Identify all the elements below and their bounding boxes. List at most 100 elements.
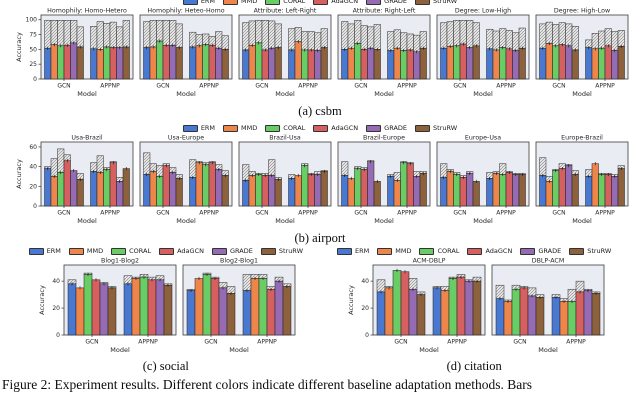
- strurw-gcn-bar: [76, 179, 84, 207]
- strurw-gcn-bar: [535, 297, 544, 336]
- legend-item-mmd: MMD: [68, 248, 103, 255]
- coral-swatch: [265, 125, 281, 132]
- strurw-appnp-bar: [591, 293, 600, 336]
- adagcn-appnp-bar: [109, 162, 117, 207]
- coral-gcn-hatched-bar: [551, 24, 559, 47]
- svg-text:GCN: GCN: [453, 83, 466, 90]
- coral-appnp-bar: [597, 47, 605, 80]
- erm-appnp-hatched-bar: [188, 31, 196, 48]
- svg-text:GCN: GCN: [86, 339, 99, 346]
- coral-gcn-bar: [452, 174, 460, 207]
- coral-gcn-hatched-bar: [452, 20, 460, 47]
- strurw-gcn-hatched-bar: [274, 23, 282, 48]
- svg-text:Model: Model: [275, 217, 295, 225]
- mmd-appnp-bar: [492, 49, 500, 80]
- grade-gcn-bar: [69, 170, 77, 207]
- svg-text:APPNP: APPNP: [595, 83, 615, 90]
- mmd-appnp-hatched-bar: [393, 29, 401, 49]
- erm-appnp-bar: [485, 48, 493, 80]
- strurw-gcn-bar: [472, 45, 480, 80]
- svg-text:0: 0: [33, 76, 37, 83]
- adagcn-appnp-bar: [406, 49, 414, 80]
- adagcn-appnp-hatched-bar: [307, 31, 315, 51]
- legend-label: StruRW: [433, 0, 458, 6]
- coral-gcn-bar: [84, 274, 93, 336]
- legend-label: CORAL: [437, 247, 460, 256]
- legend-item-adagcn: AdaGCN: [159, 248, 204, 255]
- adagcn-gcn-bar: [211, 278, 220, 336]
- grade-swatch: [211, 248, 227, 255]
- svg-text:APPNP: APPNP: [199, 83, 219, 90]
- adagcn-gcn-bar: [63, 44, 71, 80]
- strurw-appnp-bar: [221, 175, 229, 207]
- erm-gcn-bar: [241, 180, 249, 207]
- mmd-gcn-bar: [384, 287, 393, 336]
- strurw-appnp-bar: [419, 47, 427, 80]
- svg-text:Usa-Europe: Usa-Europe: [167, 135, 203, 142]
- erm-appnp-bar: [89, 171, 97, 207]
- coral-gcn-bar: [353, 168, 361, 207]
- erm-appnp-bar: [432, 287, 441, 336]
- caption-csbm: (a) csbm: [298, 104, 342, 118]
- erm-gcn-bar: [68, 283, 77, 336]
- legend-label: GRADE: [538, 247, 562, 256]
- adagcn-gcn-bar: [558, 44, 566, 80]
- mmd-gcn-hatched-bar: [248, 20, 256, 46]
- adagcn-swatch: [313, 125, 329, 132]
- adagcn-appnp-bar: [575, 291, 584, 336]
- svg-text:APPNP: APPNP: [595, 210, 615, 217]
- adagcn-gcn-hatched-bar: [63, 20, 71, 46]
- erm-swatch: [28, 248, 44, 255]
- coral-gcn-bar: [155, 176, 163, 207]
- adagcn-gcn-bar: [92, 279, 101, 336]
- adagcn-swatch: [313, 0, 329, 5]
- coral-gcn-hatched-bar: [56, 148, 64, 173]
- erm-gcn-hatched-bar: [439, 163, 447, 178]
- grade-gcn-bar: [465, 173, 473, 207]
- charts-airport: Usa-Brazil 0 20 40 60 Accuracy GCN APPNP Model Us…: [0, 133, 640, 228]
- mmd-gcn-hatched-bar: [347, 23, 355, 49]
- erm-gcn-bar: [43, 168, 51, 207]
- grade-gcn-hatched-bar: [366, 26, 374, 49]
- legend-item-adagcn: AdaGCN: [467, 248, 512, 255]
- svg-text:DBLP-ACM: DBLP-ACM: [531, 258, 564, 265]
- svg-text:Model: Model: [572, 217, 592, 225]
- legend-label: GRADE: [384, 0, 408, 6]
- svg-text:Accuracy: Accuracy: [15, 159, 23, 189]
- adagcn-appnp-bar: [406, 163, 414, 207]
- grade-gcn-bar: [69, 42, 77, 80]
- adagcn-gcn-bar: [63, 160, 71, 207]
- coral-gcn-hatched-bar: [56, 20, 64, 47]
- legend-label: StruRW: [278, 247, 303, 256]
- svg-text:Model: Model: [572, 90, 592, 98]
- grade-appnp-bar: [511, 174, 519, 207]
- mmd-gcn-hatched-bar: [149, 20, 157, 48]
- svg-text:Model: Model: [230, 346, 250, 354]
- erm-gcn-bar: [376, 291, 385, 336]
- grade-gcn-bar: [267, 47, 275, 80]
- strurw-gcn-bar: [108, 287, 117, 336]
- adagcn-swatch: [159, 248, 175, 255]
- coral-appnp-bar: [102, 169, 110, 207]
- strurw-gcn-bar: [175, 178, 183, 207]
- strurw-appnp-bar: [221, 49, 229, 80]
- grade-appnp-bar: [115, 47, 123, 80]
- svg-text:20: 20: [53, 305, 61, 312]
- strurw-appnp-hatched-bar: [617, 30, 625, 47]
- adagcn-gcn-hatched-bar: [360, 25, 368, 50]
- svg-text:Homophily: Homo-Hetero: Homophily: Homo-Hetero: [47, 8, 127, 15]
- erm-gcn-bar: [340, 49, 348, 80]
- adagcn-gcn-hatched-bar: [162, 20, 170, 46]
- mmd-gcn-bar: [446, 171, 454, 207]
- erm-gcn-bar: [187, 290, 196, 336]
- adagcn-gcn-bar: [400, 271, 409, 336]
- mmd-appnp-bar: [195, 162, 203, 207]
- adagcn-appnp-bar: [148, 279, 157, 336]
- strurw-appnp-hatched-bar: [320, 28, 328, 48]
- erm-swatch: [182, 125, 198, 132]
- mmd-gcn-bar: [347, 178, 355, 207]
